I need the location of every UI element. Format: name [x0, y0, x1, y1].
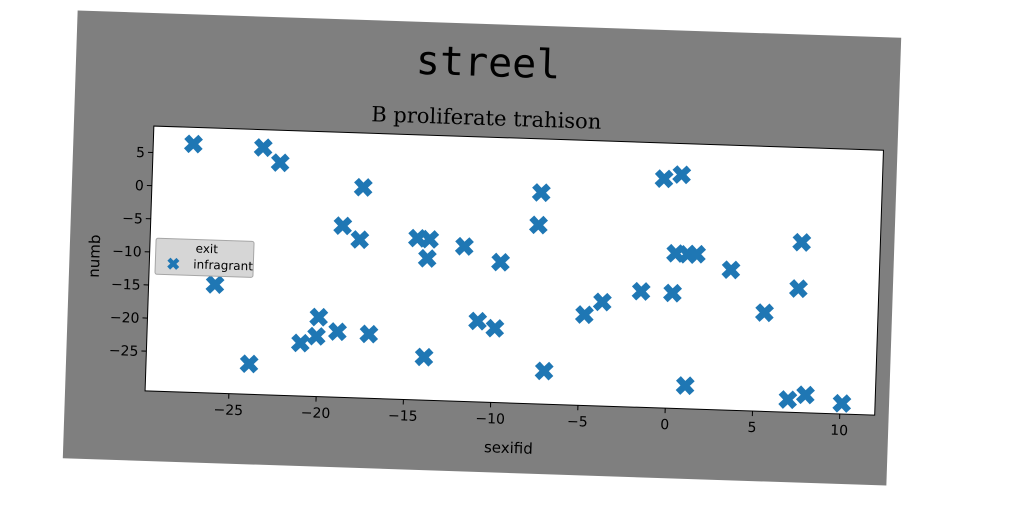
data-point [654, 169, 674, 189]
data-point [534, 361, 554, 381]
data-point [205, 275, 225, 295]
legend-marker-icon [167, 257, 180, 270]
data-point [491, 252, 511, 272]
x-tick-label: −15 [388, 408, 418, 425]
x-ticks: −25 −20 −15 −10 −5 0 5 10 [213, 393, 848, 439]
data-point [687, 244, 707, 264]
data-point [531, 183, 551, 203]
x-tick-label: −10 [475, 411, 505, 428]
data-point [832, 393, 852, 413]
legend-title: exit [195, 242, 218, 257]
data-point [350, 230, 370, 250]
data-point [721, 260, 741, 280]
x-tick-label: −20 [301, 405, 331, 422]
y-tick-label: −5 [122, 211, 143, 228]
y-ticks: 5 0 −5 −10 −15 −20 −25 [109, 145, 154, 360]
data-point [672, 165, 692, 185]
data-point [663, 283, 683, 303]
data-point [420, 229, 440, 249]
data-point [454, 236, 474, 256]
chart-figure: streel B proliferate trahison −25 −20 −15−… [62, 10, 902, 486]
y-tick-label: −20 [110, 310, 140, 327]
data-point [795, 385, 815, 405]
data-point [239, 354, 259, 374]
data-point [328, 322, 348, 342]
data-point [306, 326, 326, 346]
data-point [792, 232, 812, 252]
x-tick-label: 0 [660, 417, 669, 433]
chart-svg: −25 −20 −15 −10 −5 0 5 10 5 0 −5 −10 −15 −20 −25 sexi… [85, 125, 884, 458]
y-tick-label: −10 [112, 244, 142, 261]
x-tick-label: 5 [747, 420, 756, 436]
data-point [631, 281, 651, 301]
data-point [333, 216, 353, 236]
data-point [359, 324, 379, 344]
data-point [675, 376, 695, 396]
data-point [309, 307, 329, 327]
data-point [574, 305, 594, 325]
data-point [270, 153, 290, 173]
data-point [485, 318, 505, 338]
data-point [778, 390, 798, 410]
y-tick-label: 5 [136, 145, 145, 161]
y-axis-label: numb [85, 234, 104, 278]
data-point [353, 177, 373, 197]
x-tick-label: 10 [830, 423, 848, 440]
x-axis-label: sexifid [484, 438, 533, 458]
data-point [183, 134, 203, 154]
y-tick-label: −25 [109, 343, 139, 360]
y-tick-label: −15 [111, 277, 141, 294]
data-point [754, 303, 774, 323]
data-point [468, 311, 488, 331]
legend-label: infragrant [193, 257, 253, 273]
y-tick-label: 0 [135, 178, 144, 194]
data-point [290, 333, 310, 353]
legend-box [154, 237, 255, 278]
legend-marker [167, 257, 180, 270]
data-point [253, 138, 273, 158]
data-point [788, 279, 808, 299]
plot-area [144, 125, 884, 416]
data-points [183, 134, 852, 413]
x-tick-label: −5 [567, 414, 588, 431]
legend: exit infragrant [154, 237, 255, 278]
data-point [414, 347, 434, 367]
x-tick-label: −25 [213, 402, 243, 419]
data-point [592, 292, 612, 312]
data-point [417, 248, 437, 268]
data-point [528, 215, 548, 235]
